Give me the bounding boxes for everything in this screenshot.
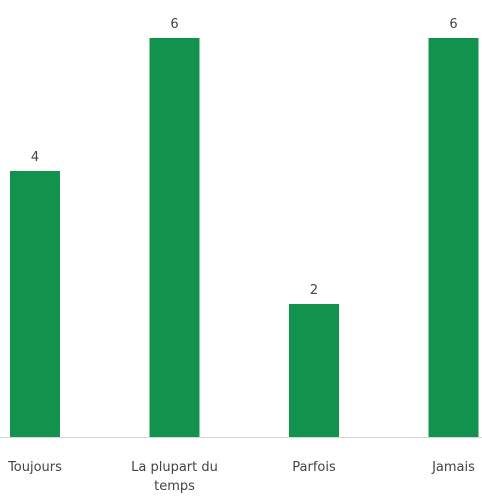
x-tick-label: Jamais xyxy=(425,458,482,477)
bar xyxy=(289,304,339,437)
bar xyxy=(10,171,60,437)
page: 4626 (() => { const data = JSON.parse(do… xyxy=(0,0,482,500)
chart: 4 6 2 6 xyxy=(0,0,482,500)
x-tick-label: La plupart du temps xyxy=(110,458,240,496)
x-tick-label: Toujours xyxy=(0,458,70,477)
value-label: 2 xyxy=(310,283,318,298)
bar xyxy=(429,38,479,437)
value-label: 6 xyxy=(449,17,457,32)
value-label: 6 xyxy=(170,17,178,32)
value-label: 4 xyxy=(31,150,39,165)
x-tick-label: Parfois xyxy=(249,458,379,477)
bar xyxy=(150,38,200,437)
